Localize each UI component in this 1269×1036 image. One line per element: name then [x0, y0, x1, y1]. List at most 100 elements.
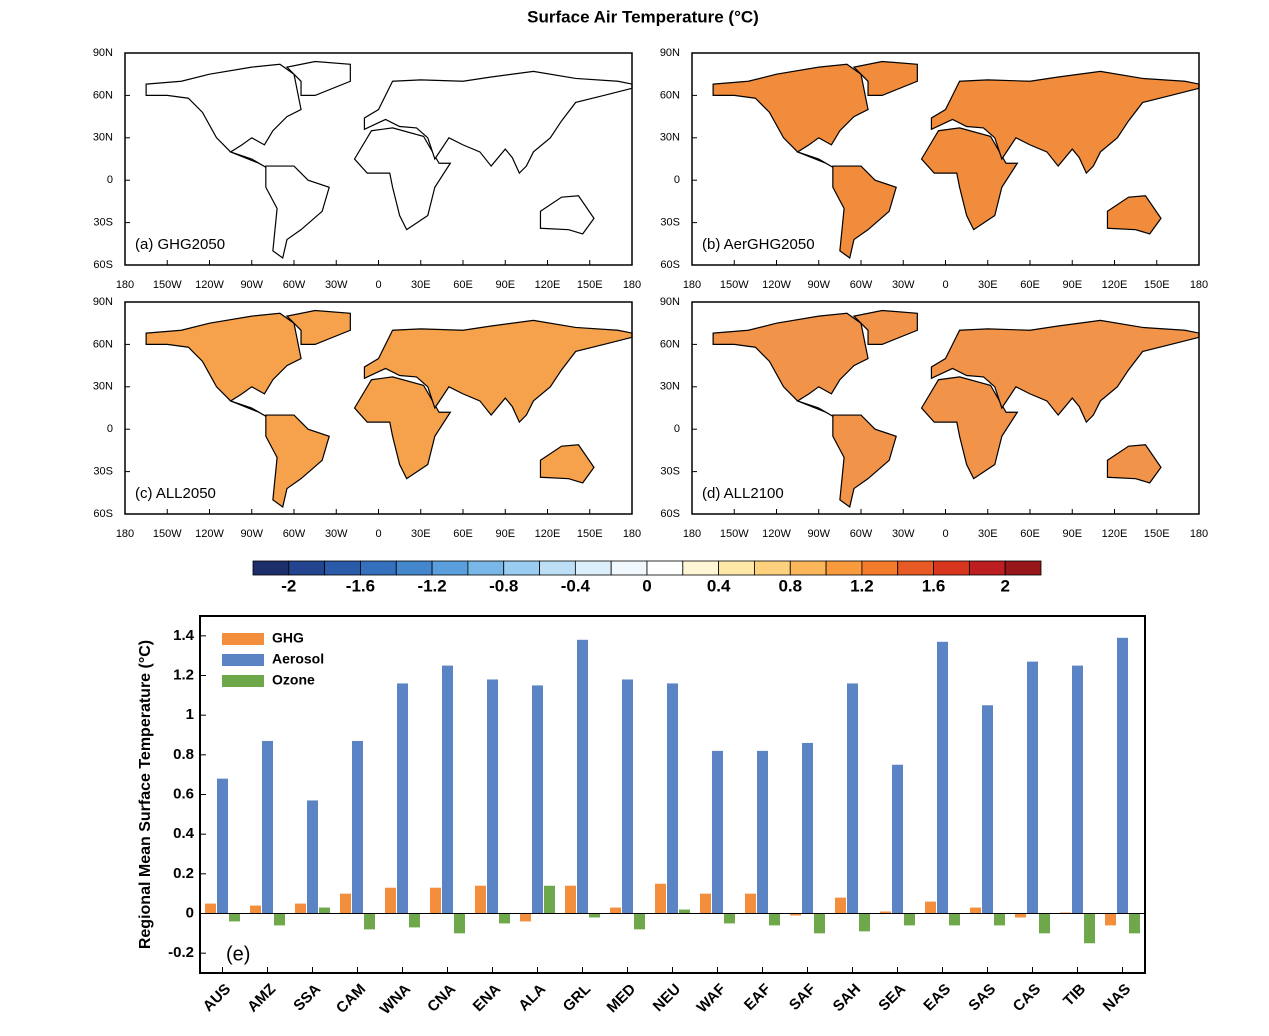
colorbar-box	[431, 560, 469, 576]
lat-tick-label: 90N	[660, 296, 680, 308]
lon-tick-label: 30E	[411, 528, 431, 540]
lon-tick-label: 60E	[1020, 528, 1040, 540]
continent	[539, 195, 595, 235]
bar	[364, 913, 375, 930]
bar	[205, 903, 216, 914]
colorbar-box	[288, 560, 326, 576]
figure-title: Surface Air Temperature (°C)	[527, 7, 759, 26]
bar	[679, 909, 690, 914]
y-axis-label: Regional Mean Surface Temperature (°C)	[137, 640, 154, 949]
colorbar-box	[646, 560, 684, 576]
colorbar-label: 1.6	[922, 576, 946, 595]
colorbar-box	[968, 560, 1006, 576]
lon-tick-label: 120W	[762, 528, 791, 540]
lon-tick-label: 30W	[892, 528, 915, 540]
colorbar-box	[718, 560, 755, 576]
continent	[712, 63, 869, 170]
lon-tick-label: 150E	[577, 279, 603, 291]
bar	[904, 913, 915, 926]
lon-tick-label: 30W	[325, 528, 348, 540]
continent	[930, 319, 1200, 424]
y-tick-label: -0.2	[168, 944, 194, 961]
bar	[295, 903, 306, 914]
lat-tick-label: 60S	[93, 259, 113, 271]
lon-tick-label: 60E	[453, 279, 473, 291]
lat-tick-label: 90N	[93, 47, 113, 59]
lon-tick-label: 150E	[1144, 279, 1170, 291]
bar	[667, 683, 678, 914]
bar	[700, 893, 711, 914]
lon-tick-label: 180	[683, 528, 701, 540]
lon-tick-label: 90W	[240, 279, 263, 291]
colorbar-box	[252, 560, 290, 576]
lon-tick-label: 180	[623, 279, 641, 291]
lon-tick-label: 120E	[535, 279, 561, 291]
lon-tick-label: 180	[1190, 528, 1208, 540]
x-tick-label: ALA	[515, 980, 549, 1014]
bar	[307, 800, 318, 914]
bar	[847, 683, 858, 914]
x-tick-label: SSA	[290, 980, 324, 1014]
lon-tick-label: 120W	[762, 279, 791, 291]
bar	[769, 913, 780, 926]
continent	[712, 312, 869, 419]
bar	[937, 641, 948, 914]
bar	[655, 883, 666, 914]
continent	[353, 376, 452, 480]
y-tick-label: 1.4	[173, 627, 195, 644]
colorbar-label: -1.2	[417, 576, 446, 595]
lat-tick-label: 90N	[660, 47, 680, 59]
colorbar-label: -0.8	[489, 576, 518, 595]
y-tick-label: 0.4	[173, 825, 195, 842]
lat-tick-label: 60N	[660, 89, 680, 101]
x-tick-label: CAM	[333, 981, 369, 1017]
colorbar-label: 1.2	[850, 576, 874, 595]
lat-tick-label: 60N	[93, 338, 113, 350]
x-tick-label: SEA	[875, 980, 909, 1014]
x-tick-label: EAS	[920, 981, 954, 1015]
lon-tick-label: 180	[1190, 279, 1208, 291]
colorbar-box	[897, 560, 934, 576]
continent	[539, 444, 595, 484]
continent	[930, 70, 1200, 175]
bar	[835, 897, 846, 914]
lon-tick-label: 30E	[411, 279, 431, 291]
lat-tick-label: 30S	[93, 466, 113, 478]
lat-tick-label: 60S	[660, 259, 680, 271]
bar	[622, 679, 633, 914]
colorbar-box	[467, 560, 505, 576]
x-tick-label: CAS	[1010, 981, 1044, 1015]
lon-tick-label: 180	[116, 528, 134, 540]
bar	[475, 885, 486, 914]
lat-tick-label: 60N	[93, 89, 113, 101]
continent	[145, 63, 302, 170]
lon-tick-label: 30E	[978, 528, 998, 540]
x-tick-label: EAF	[741, 981, 774, 1014]
lon-tick-label: 90W	[807, 528, 830, 540]
lon-tick-label: 60E	[453, 528, 473, 540]
colorbar-label: 0.8	[778, 576, 802, 595]
lon-tick-label: 0	[942, 279, 948, 291]
lat-tick-label: 30S	[660, 217, 680, 229]
colorbar-label: 0.4	[707, 576, 731, 595]
lon-tick-label: 30W	[325, 279, 348, 291]
colorbar-box	[574, 560, 612, 576]
continent	[353, 127, 452, 231]
lon-tick-label: 0	[375, 279, 381, 291]
lon-tick-label: 150E	[1144, 528, 1170, 540]
lon-tick-label: 30W	[892, 279, 915, 291]
continent	[285, 60, 351, 97]
bar	[340, 893, 351, 914]
continent	[920, 127, 1019, 231]
bar	[802, 742, 813, 914]
lat-tick-label: 60S	[660, 508, 680, 520]
lat-tick-label: 60S	[93, 508, 113, 520]
colorbar-box	[933, 560, 970, 576]
x-tick-label: AUS	[200, 981, 234, 1015]
panel-label: (d) ALL2100	[702, 485, 784, 502]
continent	[265, 414, 330, 508]
legend-swatch	[222, 633, 264, 645]
y-tick-label: 0.2	[173, 865, 194, 882]
bar	[970, 907, 981, 914]
